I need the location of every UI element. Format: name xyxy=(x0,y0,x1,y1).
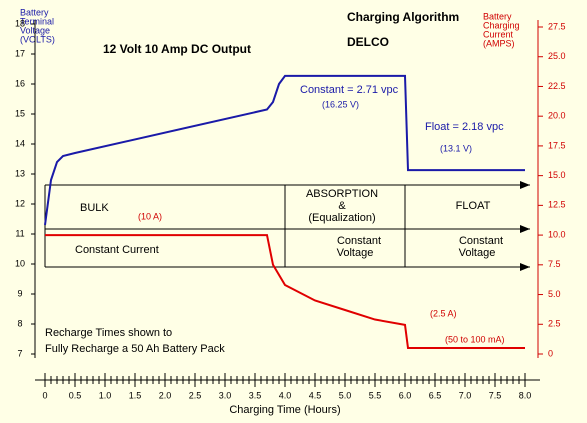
phase-label: Constant Current xyxy=(75,244,159,256)
phase-label: ABSORPTION xyxy=(306,188,378,200)
y2-axis-label: Charging xyxy=(483,20,520,30)
annotation: 12 Volt 10 Amp DC Output xyxy=(103,42,251,56)
x-tick-label: 3.0 xyxy=(219,390,232,400)
y2-tick-label: 25.0 xyxy=(548,51,566,61)
annotation: (13.1 V) xyxy=(440,143,472,153)
phase-label: FLOAT xyxy=(456,200,491,212)
x-tick-label: 0.5 xyxy=(69,390,82,400)
series-line xyxy=(45,234,525,350)
y2-tick-label: 15.0 xyxy=(548,170,566,180)
y2-tick-label: 2.5 xyxy=(548,319,561,329)
annotation: Constant = 2.71 vpc xyxy=(300,84,399,96)
y2-tick-label: 22.5 xyxy=(548,81,566,91)
x-tick-label: 5.5 xyxy=(369,390,382,400)
y-tick-label: 14 xyxy=(15,138,25,148)
x-tick-label: 6.5 xyxy=(429,390,442,400)
y-tick-label: 18 xyxy=(15,18,25,28)
y-axis-label: (VOLTS) xyxy=(20,34,55,44)
y-tick-label: 15 xyxy=(15,108,25,118)
y2-axis-label: (AMPS) xyxy=(483,38,515,48)
x-tick-label: 6.0 xyxy=(399,390,412,400)
x-tick-label: 2.0 xyxy=(159,390,172,400)
y2-tick-label: 10.0 xyxy=(548,229,566,239)
y-tick-label: 16 xyxy=(15,78,25,88)
x-tick-label: 2.5 xyxy=(189,390,202,400)
y2-tick-label: 27.5 xyxy=(548,21,566,31)
phase-label: Voltage xyxy=(459,247,496,259)
y-tick-label: 7 xyxy=(17,348,22,358)
y-tick-label: 9 xyxy=(17,288,22,298)
phase-label: & xyxy=(338,200,346,212)
phase-label: (Equalization) xyxy=(308,212,375,224)
x-tick-label: 4.5 xyxy=(309,390,322,400)
annotation: (10 A) xyxy=(138,211,162,221)
x-tick-label: 0 xyxy=(42,390,47,400)
x-axis-label: Charging Time (Hours) xyxy=(229,404,340,416)
x-tick-label: 3.5 xyxy=(249,390,262,400)
chart-subtitle: DELCO xyxy=(347,35,389,49)
phase-label: Constant xyxy=(459,235,503,247)
chart-title: Charging Algorithm xyxy=(347,10,459,24)
annotation: Fully Recharge a 50 Ah Battery Pack xyxy=(45,343,225,355)
annotation: (2.5 A) xyxy=(430,308,457,318)
y2-tick-label: 12.5 xyxy=(548,200,566,210)
annotation: (50 to 100 mA) xyxy=(445,334,505,344)
y-axis-label: Terminal xyxy=(20,16,54,26)
annotation: Recharge Times shown to xyxy=(45,327,172,339)
x-tick-label: 1.5 xyxy=(129,390,142,400)
y2-axis-label: Battery xyxy=(483,11,512,21)
y-tick-label: 12 xyxy=(15,198,25,208)
annotation: Float = 2.18 vpc xyxy=(425,121,504,133)
y-tick-label: 13 xyxy=(15,168,25,178)
y2-tick-label: 0 xyxy=(548,348,553,358)
x-tick-label: 4.0 xyxy=(279,390,292,400)
x-tick-label: 5.0 xyxy=(339,390,352,400)
x-tick-label: 1.0 xyxy=(99,390,112,400)
y2-axis-label: Current xyxy=(483,29,514,39)
phase-label: Voltage xyxy=(337,247,374,259)
x-tick-label: 7.0 xyxy=(459,390,472,400)
y-tick-label: 10 xyxy=(15,258,25,268)
phase-label: BULK xyxy=(80,202,109,214)
y-axis-label: Battery xyxy=(20,7,49,17)
y-tick-label: 8 xyxy=(17,318,22,328)
y-tick-label: 17 xyxy=(15,48,25,58)
y-tick-label: 11 xyxy=(15,228,24,238)
y2-tick-label: 17.5 xyxy=(548,140,566,150)
x-tick-label: 8.0 xyxy=(519,390,532,400)
y2-tick-label: 7.5 xyxy=(548,259,561,269)
y2-tick-label: 5.0 xyxy=(548,289,561,299)
x-tick-label: 7.5 xyxy=(489,390,502,400)
phase-label: Constant xyxy=(337,235,381,247)
annotation: (16.25 V) xyxy=(322,99,359,109)
series-line xyxy=(44,74,525,226)
y2-tick-label: 20.0 xyxy=(548,111,566,121)
